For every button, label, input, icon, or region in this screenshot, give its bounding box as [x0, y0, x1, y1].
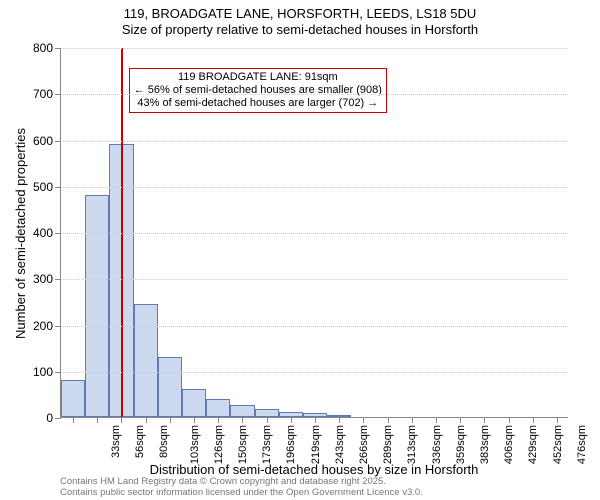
chart-title-block: 119, BROADGATE LANE, HORSFORTH, LEEDS, L…: [0, 6, 600, 38]
y-tick: [55, 94, 61, 95]
y-tick: [55, 418, 61, 419]
histogram-bar: [61, 380, 85, 417]
annotation-line-larger: 43% of semi-detached houses are larger (…: [134, 97, 382, 110]
x-tick: [460, 417, 461, 423]
x-tick-label: 196sqm: [286, 425, 298, 464]
x-tick: [73, 417, 74, 423]
y-tick: [55, 187, 61, 188]
gridline: [61, 279, 568, 280]
x-tick: [242, 417, 243, 423]
x-tick-label: 219sqm: [310, 425, 322, 464]
x-tick: [291, 417, 292, 423]
x-tick-label: 126sqm: [213, 425, 225, 464]
x-tick-label: 243sqm: [334, 425, 346, 464]
y-tick: [55, 279, 61, 280]
x-tick: [557, 417, 558, 423]
annotation-header: 119 BROADGATE LANE: 91sqm: [134, 71, 382, 84]
y-tick-label: 0: [46, 411, 53, 425]
x-tick: [121, 417, 122, 423]
x-tick-label: 80sqm: [159, 425, 171, 458]
x-tick: [146, 417, 147, 423]
x-axis-title: Distribution of semi-detached houses by …: [60, 462, 568, 477]
x-tick: [194, 417, 195, 423]
y-tick-label: 500: [33, 180, 53, 194]
y-tick: [55, 48, 61, 49]
gridline: [61, 141, 568, 142]
attribution-block: Contains HM Land Registry data © Crown c…: [60, 476, 423, 498]
x-tick: [436, 417, 437, 423]
x-tick-label: 406sqm: [503, 425, 515, 464]
y-tick-label: 700: [33, 87, 53, 101]
y-tick-label: 200: [33, 319, 53, 333]
chart-title-line1: 119, BROADGATE LANE, HORSFORTH, LEEDS, L…: [0, 6, 600, 22]
x-tick: [388, 417, 389, 423]
x-tick: [339, 417, 340, 423]
x-tick: [533, 417, 534, 423]
y-tick: [55, 141, 61, 142]
gridline: [61, 187, 568, 188]
x-tick-label: 56sqm: [134, 425, 146, 458]
x-tick-label: 359sqm: [455, 425, 467, 464]
y-tick-label: 400: [33, 226, 53, 240]
annotation-line-smaller: ← 56% of semi-detached houses are smalle…: [134, 84, 382, 97]
x-tick-label: 33sqm: [110, 425, 122, 458]
gridline: [61, 372, 568, 373]
x-tick: [315, 417, 316, 423]
attribution-line2: Contains public sector information licen…: [60, 487, 423, 498]
chart-title-line2: Size of property relative to semi-detach…: [0, 22, 600, 38]
histogram-bar: [182, 389, 206, 417]
x-tick-label: 452sqm: [552, 425, 564, 464]
gridline: [61, 94, 568, 95]
histogram-bar: [158, 357, 182, 417]
x-tick: [170, 417, 171, 423]
y-tick: [55, 372, 61, 373]
gridline: [61, 233, 568, 234]
x-tick-label: 429sqm: [527, 425, 539, 464]
annotation-box: 119 BROADGATE LANE: 91sqm ← 56% of semi-…: [129, 68, 387, 113]
histogram-bar: [85, 195, 109, 417]
x-tick-label: 289sqm: [382, 425, 394, 464]
y-axis-title: Number of semi-detached properties: [12, 48, 28, 418]
x-tick-label: 266sqm: [358, 425, 370, 464]
property-size-chart: 119, BROADGATE LANE, HORSFORTH, LEEDS, L…: [0, 0, 600, 500]
histogram-bar: [230, 405, 254, 417]
x-tick-label: 173sqm: [261, 425, 273, 464]
x-tick: [267, 417, 268, 423]
x-tick-label: 476sqm: [576, 425, 588, 464]
x-tick-label: 150sqm: [237, 425, 249, 464]
histogram-bar: [255, 409, 279, 417]
x-tick-label: 336sqm: [431, 425, 443, 464]
x-tick: [218, 417, 219, 423]
x-tick-label: 313sqm: [407, 425, 419, 464]
x-tick: [97, 417, 98, 423]
gridline: [61, 326, 568, 327]
x-tick: [363, 417, 364, 423]
plot-area: 119 BROADGATE LANE: 91sqm ← 56% of semi-…: [60, 48, 568, 418]
x-tick: [509, 417, 510, 423]
y-tick-label: 100: [33, 365, 53, 379]
histogram-bar: [206, 399, 230, 418]
x-tick-label: 103sqm: [189, 425, 201, 464]
x-tick-label: 383sqm: [479, 425, 491, 464]
y-tick-label: 300: [33, 272, 53, 286]
x-tick: [412, 417, 413, 423]
x-tick: [484, 417, 485, 423]
y-tick: [55, 233, 61, 234]
attribution-line1: Contains HM Land Registry data © Crown c…: [60, 476, 423, 487]
histogram-bar: [134, 304, 158, 417]
y-tick-label: 800: [33, 41, 53, 55]
y-tick: [55, 326, 61, 327]
gridline: [61, 48, 568, 49]
y-tick-label: 600: [33, 134, 53, 148]
